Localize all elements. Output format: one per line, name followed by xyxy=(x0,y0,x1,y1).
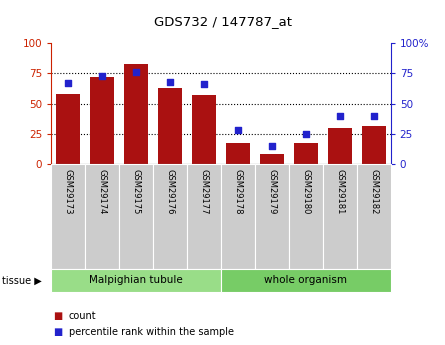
Text: ■: ■ xyxy=(53,311,63,321)
Bar xyxy=(187,164,221,269)
Bar xyxy=(153,164,187,269)
Text: GSM29179: GSM29179 xyxy=(267,169,276,215)
Bar xyxy=(226,144,250,164)
Bar xyxy=(255,164,289,269)
Bar xyxy=(51,164,85,269)
Point xyxy=(336,113,344,118)
Text: GDS732 / 147787_at: GDS732 / 147787_at xyxy=(154,16,291,29)
Point xyxy=(268,143,275,148)
Bar xyxy=(260,154,284,164)
Bar xyxy=(328,128,352,164)
Bar xyxy=(362,126,386,164)
Point xyxy=(98,73,105,78)
Bar xyxy=(124,64,148,164)
Bar xyxy=(221,164,255,269)
Bar xyxy=(221,269,391,292)
Text: GSM29173: GSM29173 xyxy=(64,169,73,215)
Text: count: count xyxy=(69,311,97,321)
Text: GSM29182: GSM29182 xyxy=(369,169,378,215)
Text: GSM29174: GSM29174 xyxy=(97,169,107,215)
Text: GSM29181: GSM29181 xyxy=(335,169,344,215)
Bar xyxy=(85,164,119,269)
Text: tissue ▶: tissue ▶ xyxy=(2,275,42,285)
Bar xyxy=(289,164,323,269)
Bar xyxy=(294,144,318,164)
Point xyxy=(133,69,140,75)
Bar xyxy=(90,77,114,164)
Text: GSM29177: GSM29177 xyxy=(199,169,208,215)
Bar xyxy=(192,95,216,164)
Text: GSM29175: GSM29175 xyxy=(132,169,141,215)
Bar xyxy=(323,164,357,269)
Bar xyxy=(51,269,221,292)
Text: Malpighian tubule: Malpighian tubule xyxy=(89,275,183,285)
Bar xyxy=(56,94,80,164)
Point xyxy=(235,127,242,133)
Bar xyxy=(158,88,182,164)
Point xyxy=(302,131,309,136)
Text: whole organism: whole organism xyxy=(264,275,348,285)
Text: ■: ■ xyxy=(53,327,63,337)
Text: GSM29178: GSM29178 xyxy=(234,169,243,215)
Point xyxy=(65,80,72,86)
Text: GSM29176: GSM29176 xyxy=(166,169,174,215)
Point xyxy=(200,81,207,87)
Bar xyxy=(119,164,153,269)
Text: GSM29180: GSM29180 xyxy=(301,169,310,215)
Point xyxy=(166,79,174,85)
Text: percentile rank within the sample: percentile rank within the sample xyxy=(69,327,234,337)
Bar xyxy=(357,164,391,269)
Point xyxy=(370,113,377,118)
